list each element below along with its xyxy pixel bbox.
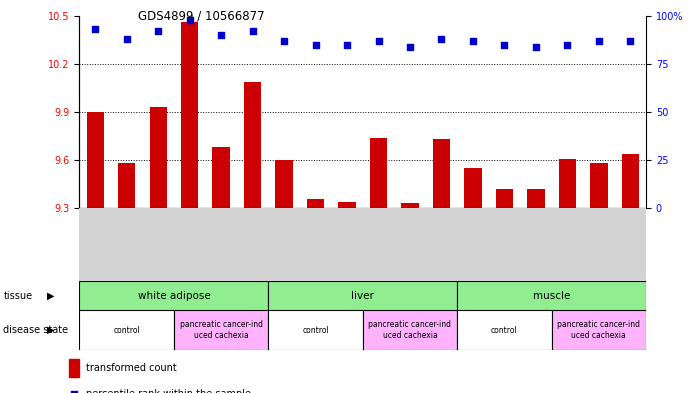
Bar [457,310,551,350]
Bar [401,204,419,208]
Bar [307,199,324,208]
Text: ▶: ▶ [47,291,55,301]
Point [184,17,195,23]
Bar [174,310,268,350]
Point [404,43,415,50]
Point [341,41,352,48]
Bar [69,359,79,376]
Point [278,38,290,44]
Bar [559,158,576,208]
Bar [149,107,167,208]
Bar [268,310,363,350]
Bar [268,281,457,310]
Text: GDS4899 / 10566877: GDS4899 / 10566877 [138,10,265,23]
Point [373,38,384,44]
Bar [244,81,261,208]
Point [310,41,321,48]
Point [562,41,573,48]
Text: percentile rank within the sample: percentile rank within the sample [86,389,252,393]
Bar [370,138,387,208]
Point [467,38,478,44]
Bar [457,281,646,310]
Bar [363,310,457,350]
Bar [339,202,356,208]
Text: white adipose: white adipose [138,291,210,301]
Text: disease state: disease state [3,325,68,335]
Text: control: control [302,326,329,334]
Point [436,36,447,42]
Text: pancreatic cancer-ind
uced cachexia: pancreatic cancer-ind uced cachexia [558,320,641,340]
Text: ▶: ▶ [47,325,55,335]
Point [216,32,227,38]
Point [68,390,79,393]
Bar [527,189,545,208]
Point [499,41,510,48]
Bar [86,112,104,208]
Bar [79,281,268,310]
Bar [590,163,607,208]
Point [531,43,542,50]
Point [121,36,132,42]
Bar [276,160,293,208]
Bar [118,163,135,208]
Text: transformed count: transformed count [86,363,177,373]
Bar [181,22,198,208]
Point [90,26,101,32]
Text: tissue: tissue [3,291,32,301]
Bar [79,310,174,350]
Bar [433,139,450,208]
Point [625,38,636,44]
Text: muscle: muscle [533,291,570,301]
Text: control: control [491,326,518,334]
Text: liver: liver [351,291,375,301]
Bar [622,154,639,208]
Text: pancreatic cancer-ind
uced cachexia: pancreatic cancer-ind uced cachexia [368,320,451,340]
Bar [464,168,482,208]
Text: control: control [113,326,140,334]
Text: pancreatic cancer-ind
uced cachexia: pancreatic cancer-ind uced cachexia [180,320,263,340]
Bar [495,189,513,208]
Point [153,28,164,34]
Bar [212,147,230,208]
Point [247,28,258,34]
Bar [551,310,646,350]
Point [594,38,605,44]
